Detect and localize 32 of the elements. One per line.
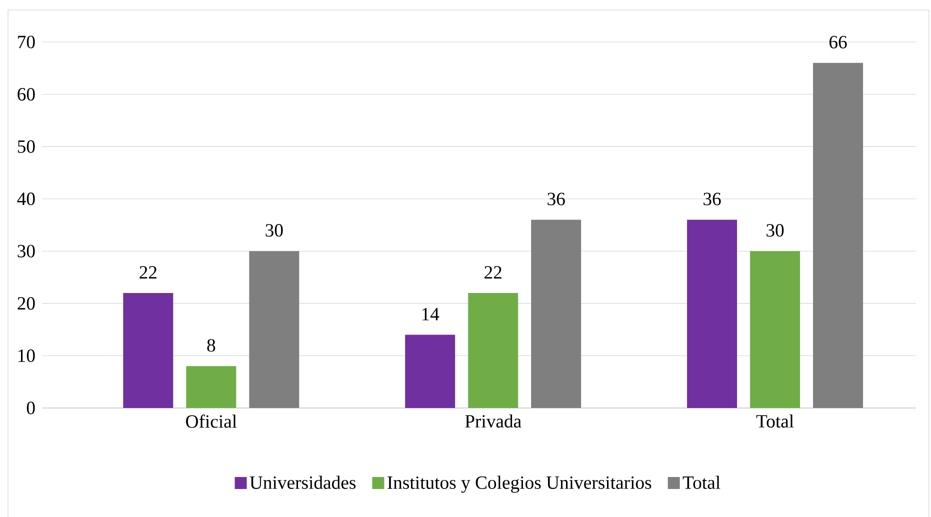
- x-tick-label: Oficial: [186, 414, 237, 428]
- y-tick-label: 60: [18, 88, 35, 101]
- y-tick-label: 20: [18, 297, 35, 310]
- bar: [750, 251, 800, 408]
- bar: [531, 220, 582, 408]
- bar: [405, 334, 456, 408]
- data-label: 66: [829, 36, 847, 48]
- y-tick-label: 0: [26, 402, 35, 414]
- bar: [468, 292, 518, 408]
- legend-label: Total: [682, 476, 720, 489]
- x-tick-label: Privada: [465, 414, 522, 428]
- data-label: 30: [266, 224, 283, 237]
- bar: [813, 62, 864, 408]
- y-tick-label: 50: [18, 140, 35, 153]
- legend-label: Universidades: [250, 476, 356, 489]
- data-label: 30: [766, 224, 784, 237]
- data-label: 36: [548, 192, 565, 206]
- data-label: 36: [704, 192, 721, 206]
- bar: [186, 366, 236, 408]
- y-tick-label: 30: [18, 244, 35, 258]
- y-tick-label: 40: [17, 192, 35, 206]
- bar: [123, 292, 174, 408]
- data-label: 22: [140, 266, 156, 278]
- y-tick-label: 10: [18, 349, 35, 362]
- data-label: 14: [422, 308, 440, 320]
- data-label: 8: [207, 339, 216, 352]
- bar: [249, 251, 300, 408]
- bar: [687, 220, 738, 408]
- legend-label: Institutos y Colegios Universitarios: [388, 476, 652, 493]
- data-label: 22: [484, 266, 502, 278]
- y-tick-label: 70: [18, 36, 35, 48]
- x-tick-label: Total: [756, 414, 794, 428]
